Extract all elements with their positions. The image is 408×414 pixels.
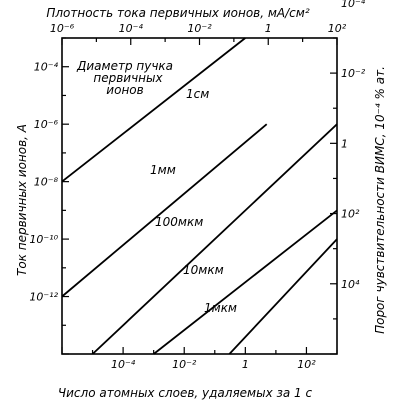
plot-frame (61, 37, 338, 355)
series-lines (61, 37, 338, 355)
series-line-0 (61, 37, 246, 183)
top-axis-tick-label: 10² (328, 22, 347, 35)
legend-title-line-1: Диаметр пучка (76, 59, 173, 73)
right-axis-tick-label: 1 (341, 137, 348, 150)
series-line-2 (91, 123, 338, 355)
left-axis-tick-label: 10⁻¹⁰ (29, 233, 58, 246)
series-label-10um: 10мкм (183, 263, 224, 277)
bottom-axis-title: Число атомных слоев, удаляемых за 1 с (58, 386, 313, 400)
bottom-axis-tick-label: 10⁻² (172, 358, 197, 371)
bottom-axis-tick-label: 10⁻⁴ (111, 358, 136, 371)
right-axis-tick-label: 10⁴ (341, 278, 360, 291)
top-axis-title: Плотность тока первичных ионов, мА/см² (46, 6, 309, 20)
left-axis-tick-label: 10⁻⁶ (34, 118, 59, 131)
top-axis-tick-label: 1 (265, 22, 272, 35)
tick-labels: 10⁻⁴ 10⁻² 1 10² 10⁻⁶ 10⁻⁴ 10⁻² 1 10² 10⁻⁴ 10⁻⁶ 10⁻⁸… (29, 0, 365, 371)
series-line-4 (228, 238, 338, 355)
series-line-1 (61, 123, 268, 298)
series-label-1mm: 1мм (150, 163, 176, 177)
series-label-1um: 1мкм (204, 301, 237, 315)
left-axis-tick-label: 10⁻¹² (29, 291, 58, 304)
right-axis-tick-label: 10⁻² (341, 67, 366, 80)
left-axis-tick-label: 10⁻⁴ (34, 61, 59, 74)
left-axis-title: Ток первичных ионов, А (15, 124, 29, 276)
series-label-1cm: 1см (186, 87, 209, 101)
right-axis-title: Порог чувствительности ВИМС, 10⁻⁴ % ат. (373, 66, 387, 334)
ticks (61, 37, 338, 355)
bottom-axis-tick-label: 10² (297, 358, 316, 371)
right-axis-tick-label: 10² (341, 208, 360, 221)
top-axis-tick-label: 10⁻⁶ (50, 22, 75, 35)
right-axis-tick-label: 10⁻⁴ (341, 0, 366, 10)
legend-title-line-3: ионов (106, 83, 143, 97)
series-line-3 (153, 209, 338, 355)
left-axis-tick-label: 10⁻⁸ (34, 176, 59, 189)
series-label-100um: 100мкм (155, 215, 203, 229)
legend-title-line-2: первичных (93, 71, 163, 85)
top-axis-tick-label: 10⁻² (187, 22, 212, 35)
bottom-axis-tick-label: 1 (242, 358, 249, 371)
top-axis-tick-label: 10⁻⁴ (119, 22, 144, 35)
